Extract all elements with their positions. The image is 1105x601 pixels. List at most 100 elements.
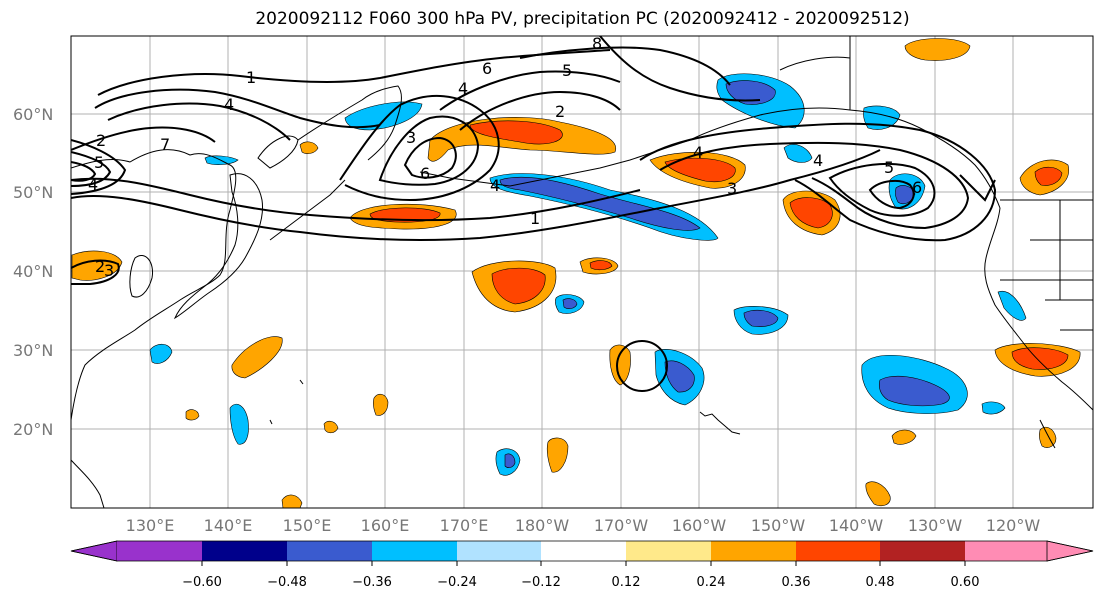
coastlines: [71, 36, 1093, 508]
colorbar-segment: [202, 541, 287, 561]
precip-positive-core: [664, 157, 736, 183]
pv-contours: [71, 36, 997, 392]
precip-negative-core: [499, 176, 701, 231]
contour-label: 2: [95, 257, 105, 276]
precip-positive-core: [1034, 166, 1063, 186]
precip-negative-area: [229, 404, 249, 445]
lon-label-120w: 120°W: [986, 516, 1041, 535]
precip-negative-core: [895, 185, 916, 205]
precip-positive-core: [491, 267, 546, 305]
contour-label: 1: [530, 209, 540, 228]
colorbar-tick-label: 0.60: [951, 575, 980, 590]
colorbar-tick-label: −0.48: [267, 575, 307, 590]
colorbar-segment: [796, 541, 880, 561]
lon-label-140e: 140°E: [204, 516, 253, 535]
lat-label-50n: 50°N: [13, 183, 53, 202]
latitude-labels: 60°N 50°N 40°N 30°N 20°N: [13, 105, 53, 439]
contour-label: 5: [562, 61, 572, 80]
precip-positive-area: [299, 141, 319, 154]
precip-positive-core: [789, 197, 833, 229]
lat-label-30n: 30°N: [13, 341, 53, 360]
contour-label: 7: [160, 135, 170, 154]
precip-negative-core: [562, 298, 578, 309]
contour-label: 3: [104, 261, 114, 280]
precip-negative-core: [725, 80, 776, 105]
precip-positive-area: [373, 393, 389, 416]
lon-label-130w: 130°W: [908, 516, 963, 535]
contour-label: 4: [490, 176, 500, 195]
contour-label: 2: [96, 131, 106, 150]
precip-negative-area: [981, 401, 1006, 415]
colorbar-extend-low: [70, 540, 118, 562]
precip-negative-area: [149, 343, 173, 364]
contour-label: 6: [420, 164, 430, 183]
colorbar-ticks: −0.60 −0.48 −0.36 −0.24 −0.12 0.12 0.24 …: [182, 561, 979, 590]
contour-label: 5: [884, 158, 894, 177]
colorbar-tick-label: −0.36: [352, 575, 392, 590]
contour-label: 1: [246, 68, 256, 87]
lon-label-150w: 150°W: [751, 516, 806, 535]
contour-label: 2: [555, 102, 565, 121]
precip-negative-core: [664, 360, 695, 393]
colorbar-tick-label: 0.12: [612, 575, 641, 590]
contour-label: 6: [912, 178, 922, 197]
colorbar: [70, 540, 1094, 562]
lon-label-140w: 140°W: [829, 516, 884, 535]
map-frame: [70, 35, 1094, 509]
contour-label: 4: [693, 143, 703, 162]
map-title: 2020092112 F060 300 hPa PV, precipitatio…: [255, 9, 910, 29]
lon-label-180w: 180°W: [515, 516, 570, 535]
precip-positive-area: [323, 420, 339, 434]
colorbar-tick-label: −0.60: [182, 575, 222, 590]
colorbar-segment: [880, 541, 965, 561]
lon-label-150e: 150°E: [283, 516, 332, 535]
lat-label-60n: 60°N: [13, 105, 53, 124]
precip-positive-area: [891, 429, 917, 445]
contour-label: 4: [813, 151, 823, 170]
colorbar-segment: [626, 541, 711, 561]
colorbar-tick-label: 0.24: [697, 575, 726, 590]
lon-label-170e: 170°E: [440, 516, 489, 535]
colorbar-tick-label: −0.12: [521, 575, 561, 590]
precip-positive-area: [185, 409, 200, 421]
contour-label: 4: [88, 175, 98, 194]
colorbar-segment: [965, 541, 1047, 561]
precip-positive-area: [609, 344, 631, 386]
contour-label: 4: [224, 95, 234, 114]
contour-label: 6: [482, 59, 492, 78]
precip-negative-area: [783, 144, 813, 163]
precip-negative-area: [997, 290, 1027, 321]
contour-label-group: 1 4 8 6 4 5 2 2 5 4 7 6 4 3 1 5 3 4 6 4 …: [88, 36, 922, 280]
precip-negative-core: [743, 309, 779, 327]
longitude-labels: 130°E 140°E 150°E 160°E 170°E 180°W 170°…: [126, 516, 1041, 535]
precip-positive-core: [589, 260, 613, 271]
precip-negative-core: [878, 375, 950, 407]
colorbar-outline: [70, 540, 1094, 562]
lon-label-160e: 160°E: [361, 516, 410, 535]
precip-negative-core: [504, 453, 516, 468]
colorbar-extend-high: [1046, 540, 1094, 562]
precip-positive-area: [281, 494, 303, 508]
precip-positive-area: [71, 250, 123, 281]
lat-label-20n: 20°N: [13, 420, 53, 439]
precip-fills: [71, 38, 1081, 508]
colorbar-segment: [117, 541, 202, 561]
contour-label: 5: [94, 153, 104, 172]
colorbar-segment: [711, 541, 796, 561]
precip-positive-area: [231, 336, 283, 379]
precip-positive-area: [904, 38, 971, 61]
colorbar-tick-label: 0.36: [782, 575, 811, 590]
colorbar-segment: [541, 541, 626, 561]
colorbar-tick-label: −0.24: [437, 575, 477, 590]
contour-label: 3: [406, 128, 416, 147]
lon-label-170w: 170°W: [594, 516, 649, 535]
precip-positive-area: [865, 481, 891, 507]
lon-label-130e: 130°E: [126, 516, 175, 535]
colorbar-tick-label: 0.48: [866, 575, 895, 590]
lon-label-160w: 160°W: [672, 516, 727, 535]
precip-positive-core: [1011, 347, 1069, 370]
colorbar-segment: [457, 541, 541, 561]
colorbar-segment: [372, 541, 457, 561]
contour-label: 4: [458, 79, 468, 98]
